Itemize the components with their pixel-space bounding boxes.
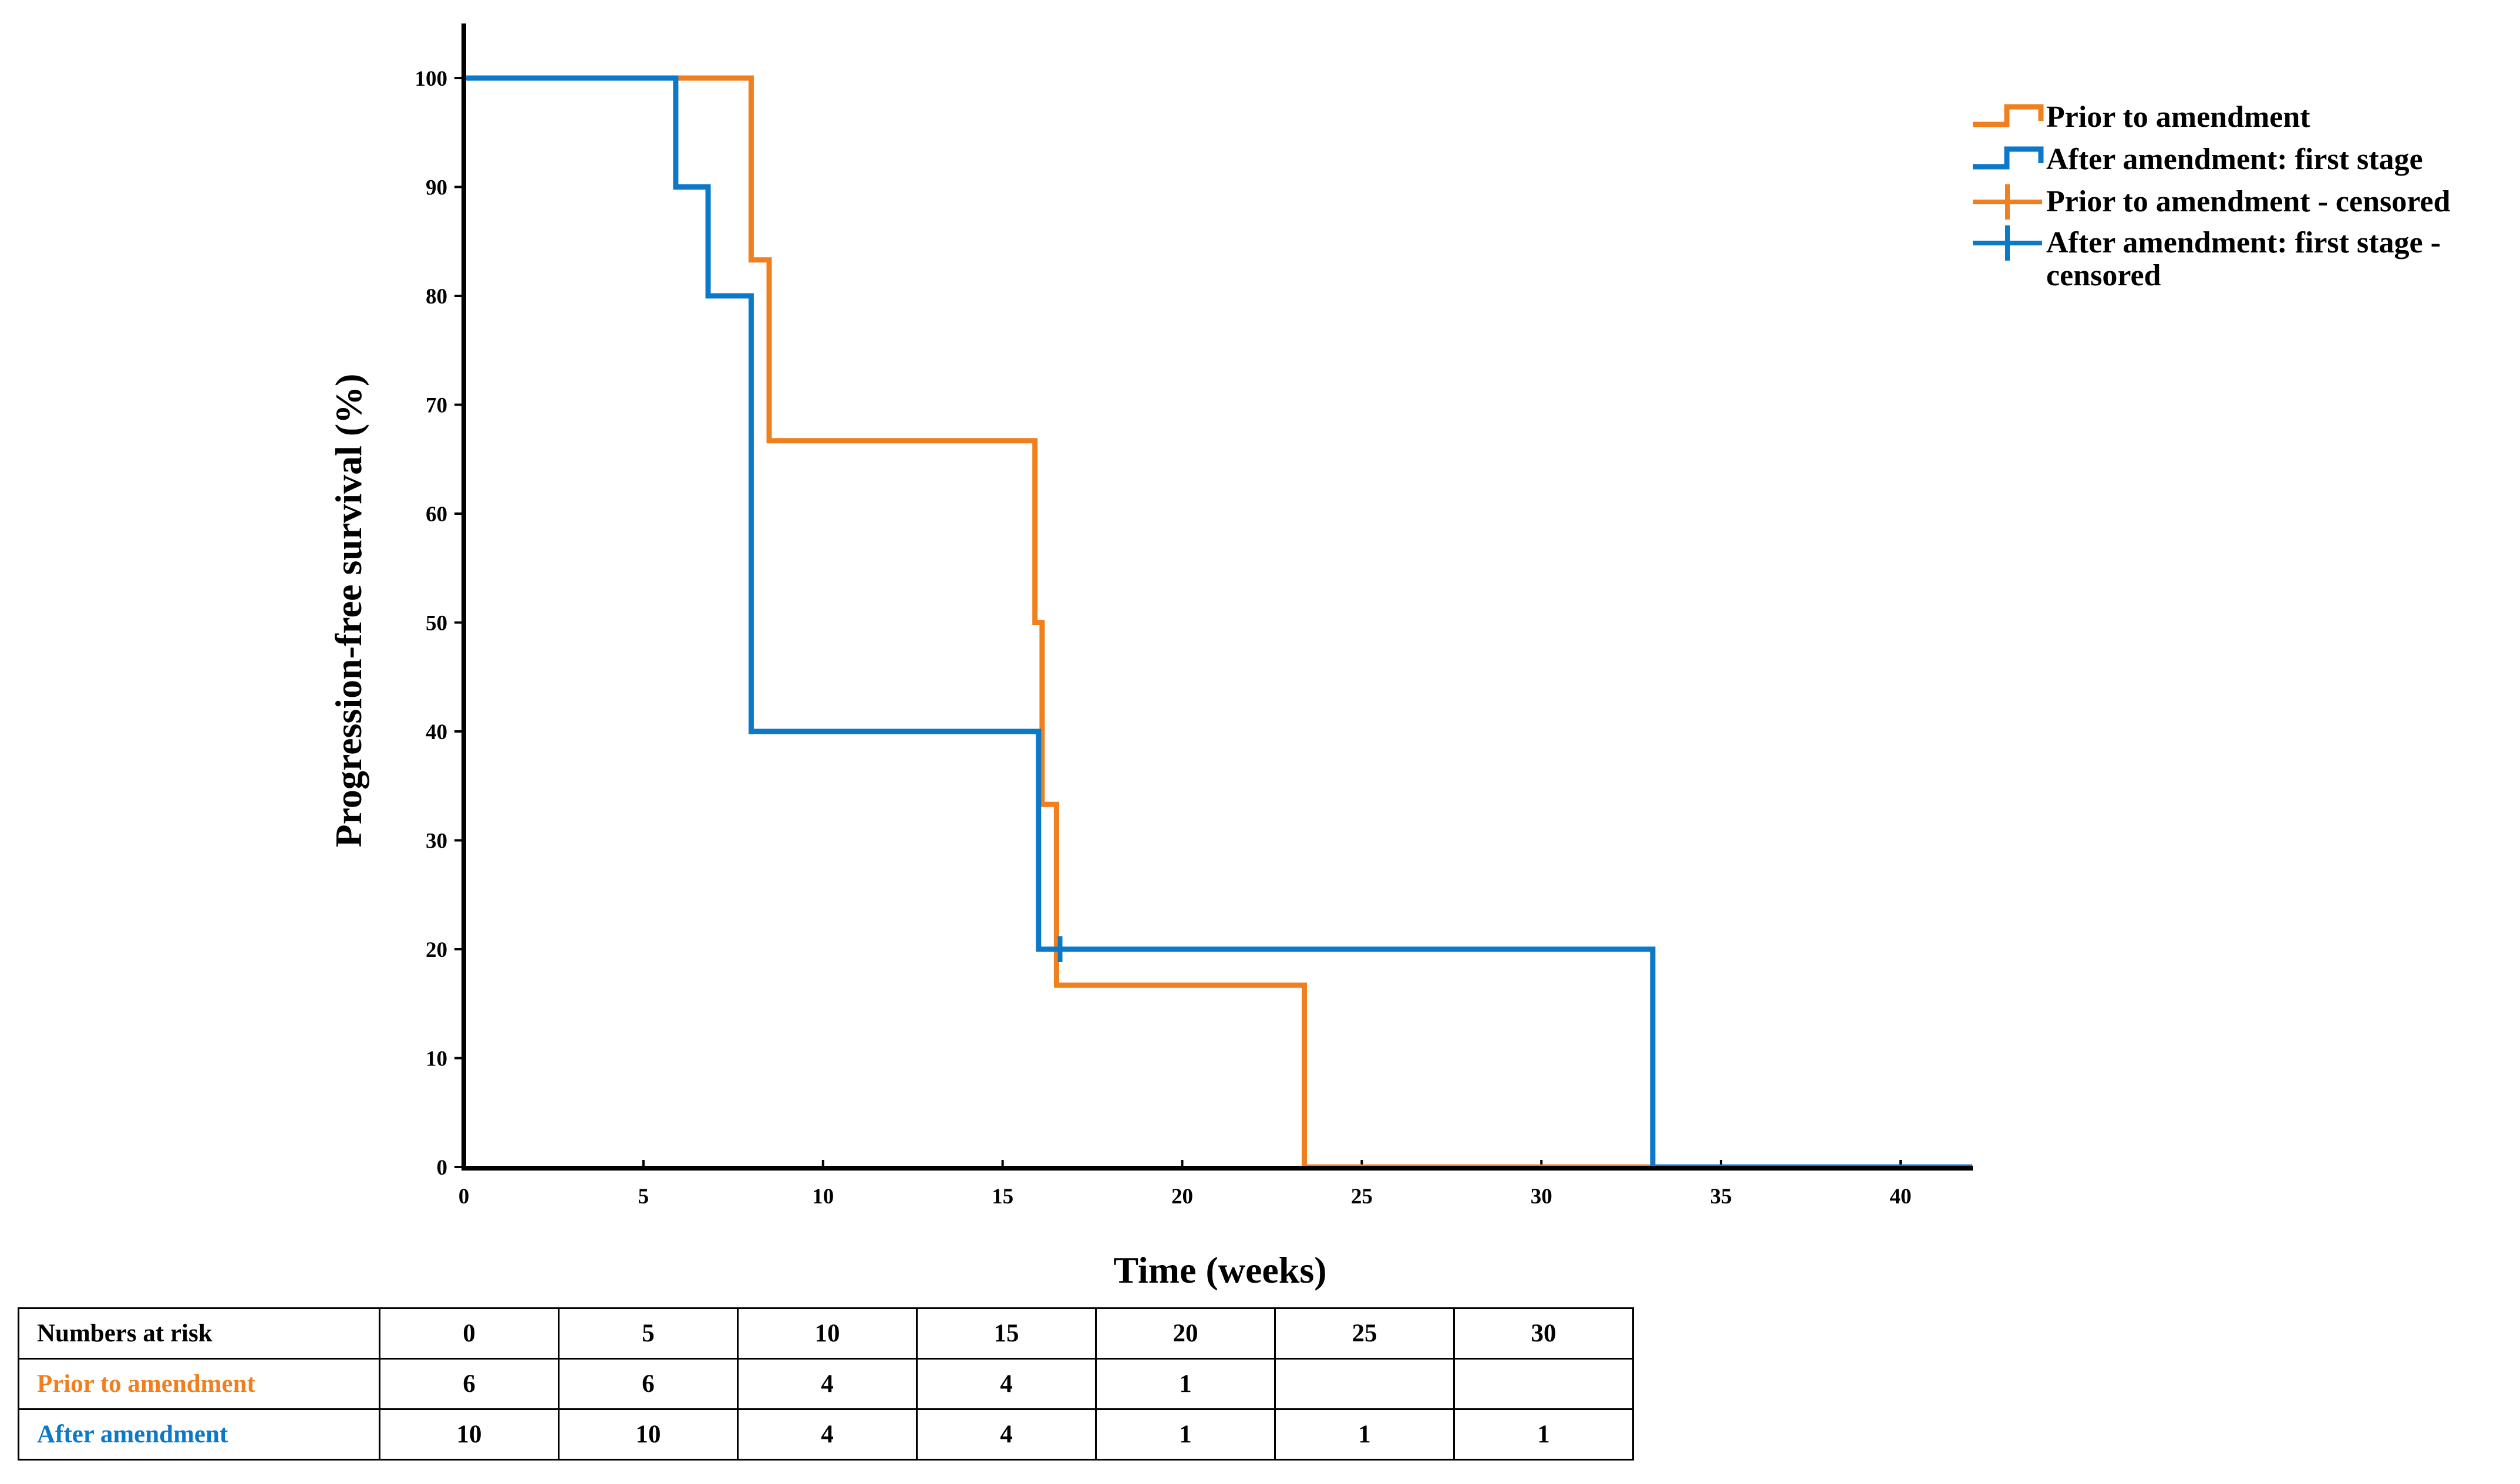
y-tick-label: 30	[426, 829, 447, 854]
legend-label-continued: censored	[2046, 259, 2161, 292]
y-tick-label: 90	[426, 176, 447, 200]
legend-symbol-after-step	[1973, 146, 2044, 170]
risk-table-time-header: 5	[558, 1307, 739, 1360]
y-tick-label: 70	[426, 394, 447, 418]
risk-table-header-row: Numbers at risk 0 5 10 15 20 25 30	[18, 1307, 1634, 1360]
risk-table-row: After amendment 10 10 4 4 1 1 1	[18, 1408, 1634, 1461]
x-tick-label: 5	[638, 1185, 649, 1209]
y-axis-ticks: 0 10 20 30 40 50 60 70 80 90 100	[415, 67, 464, 1180]
legend-label: After amendment: first stage	[2046, 143, 2423, 176]
x-tick-label: 15	[992, 1185, 1013, 1209]
x-tick-label: 0	[459, 1185, 470, 1209]
risk-table-time-header: 25	[1274, 1307, 1455, 1360]
x-axis-title: Time (weeks)	[1113, 1249, 1326, 1291]
legend: Prior to amendment After amendment: first…	[1973, 100, 2450, 292]
series-line-prior-to-amendment	[464, 75, 1973, 1170]
legend-symbol-prior-step	[1973, 104, 2044, 127]
risk-table-cell: 4	[916, 1358, 1097, 1410]
x-tick-label: 40	[1890, 1185, 1912, 1209]
risk-table-cell: 1	[1274, 1408, 1455, 1461]
y-tick-label: 40	[426, 720, 447, 744]
risk-table-cell: 1	[1453, 1408, 1634, 1461]
y-tick-label: 100	[415, 67, 448, 91]
x-axis-ticks: 0 5 10 15 20 25 30 35 40	[459, 1160, 1912, 1209]
risk-table-header-label: Numbers at risk	[18, 1307, 380, 1360]
y-tick-label: 50	[426, 612, 447, 636]
risk-table-cell: 6	[379, 1358, 560, 1410]
y-tick-label: 60	[426, 502, 447, 527]
risk-table-cell: 10	[379, 1408, 560, 1461]
x-tick-label: 25	[1351, 1185, 1373, 1209]
legend-label: After amendment: first stage -	[2046, 226, 2441, 259]
risk-table-cell	[1274, 1358, 1455, 1410]
x-tick-label: 35	[1710, 1185, 1732, 1209]
x-tick-label: 10	[812, 1185, 834, 1209]
risk-table-cell: 10	[558, 1408, 739, 1461]
risk-table-time-header: 15	[916, 1307, 1097, 1360]
series-layer	[464, 75, 1973, 1170]
risk-table-cell: 1	[1095, 1408, 1276, 1461]
risk-table-time-header: 10	[737, 1307, 918, 1360]
x-tick-label: 20	[1171, 1185, 1193, 1209]
y-tick-label: 80	[426, 285, 447, 309]
y-axis-title: Progression-free survival (%)	[328, 374, 369, 848]
risk-table-row: Prior to amendment 6 6 4 4 1	[18, 1358, 1634, 1410]
y-tick-label: 10	[426, 1047, 447, 1071]
risk-table-cell: 4	[916, 1408, 1097, 1461]
x-tick-label: 30	[1531, 1185, 1552, 1209]
y-tick-label: 20	[426, 938, 447, 962]
risk-table-cell: 1	[1095, 1358, 1276, 1410]
risk-table-cell: 4	[737, 1358, 918, 1410]
risk-table-cell: 6	[558, 1358, 739, 1410]
numbers-at-risk-table: Numbers at risk 0 5 10 15 20 25 30 Prior to amen…	[18, 1307, 1634, 1461]
legend-label: Prior to amendment	[2046, 100, 2310, 134]
risk-table-cell: 4	[737, 1408, 918, 1461]
risk-table-row-label: After amendment	[18, 1408, 380, 1461]
risk-table-time-header: 20	[1095, 1307, 1276, 1360]
risk-table-cell	[1453, 1358, 1634, 1410]
risk-table-row-label: Prior to amendment	[18, 1358, 380, 1410]
y-tick-label: 0	[437, 1156, 448, 1180]
risk-table-time-header: 0	[379, 1307, 560, 1360]
series-line-after-amendment	[464, 75, 1973, 1170]
risk-table-time-header: 30	[1453, 1307, 1634, 1360]
legend-label: Prior to amendment - censored	[2046, 185, 2450, 218]
